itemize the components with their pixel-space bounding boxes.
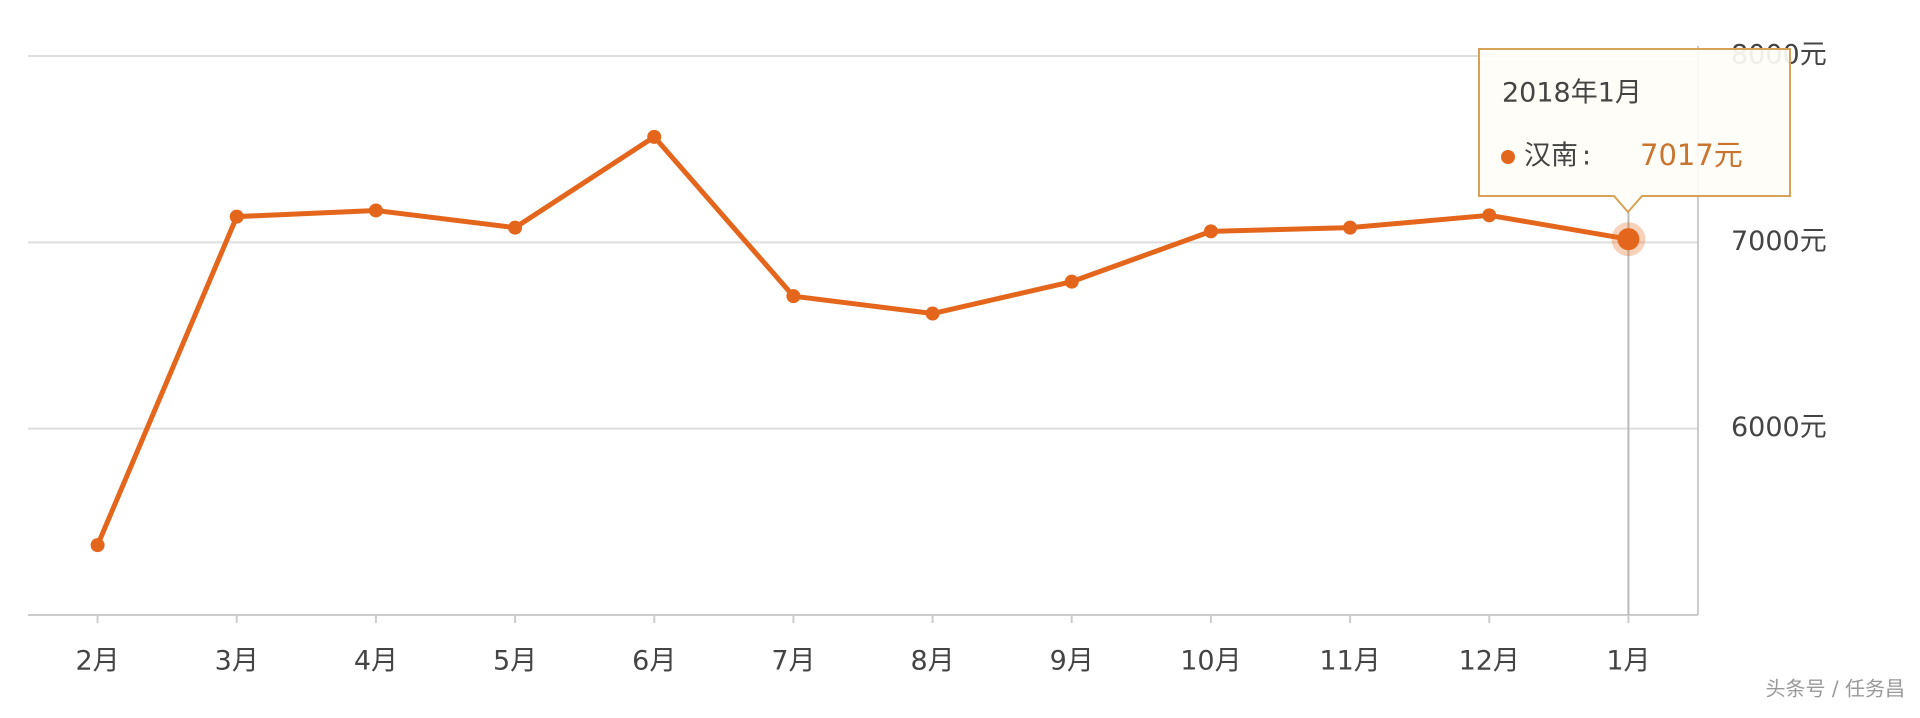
tooltip-title: 2018年1月 xyxy=(1502,78,1642,109)
tooltip-separator: : xyxy=(1582,141,1591,172)
point xyxy=(786,289,801,304)
point xyxy=(1343,220,1358,235)
x-tick-label: 8月 xyxy=(910,646,954,677)
y-tick-label: 7000元 xyxy=(1731,226,1827,257)
point xyxy=(647,129,662,144)
x-tick-label: 3月 xyxy=(215,646,259,677)
y-tick-label: 6000元 xyxy=(1731,412,1827,443)
x-tick-label: 2月 xyxy=(75,646,119,677)
point xyxy=(1482,208,1497,223)
x-tick-label: 1月 xyxy=(1606,646,1650,677)
tooltip: 2018年1月 汉南 : 7017元 xyxy=(1478,48,1791,214)
point xyxy=(508,220,523,235)
tooltip-value: 7017元 xyxy=(1640,138,1743,172)
watermark: 头条号 / 任务昌 xyxy=(1766,677,1905,701)
point xyxy=(925,306,940,321)
point xyxy=(1064,274,1079,289)
line xyxy=(95,134,1629,547)
x-tick-label: 11月 xyxy=(1319,646,1380,677)
x-tick-label: 6月 xyxy=(632,646,676,677)
tooltip-dot xyxy=(1501,150,1515,164)
point xyxy=(1617,228,1640,251)
x-tick-label: 10月 xyxy=(1180,646,1241,677)
x-tick-label: 9月 xyxy=(1050,646,1094,677)
tooltip-series: 汉南 xyxy=(1524,141,1578,172)
x-tick-label: 7月 xyxy=(771,646,815,677)
x-tick-label: 4月 xyxy=(354,646,398,677)
point xyxy=(229,209,244,224)
x-tick-label: 12月 xyxy=(1459,646,1520,677)
x-tick-label: 5月 xyxy=(493,646,537,677)
tooltip-box xyxy=(1478,48,1791,214)
point xyxy=(1203,224,1218,239)
point xyxy=(90,538,105,553)
point xyxy=(368,203,383,218)
